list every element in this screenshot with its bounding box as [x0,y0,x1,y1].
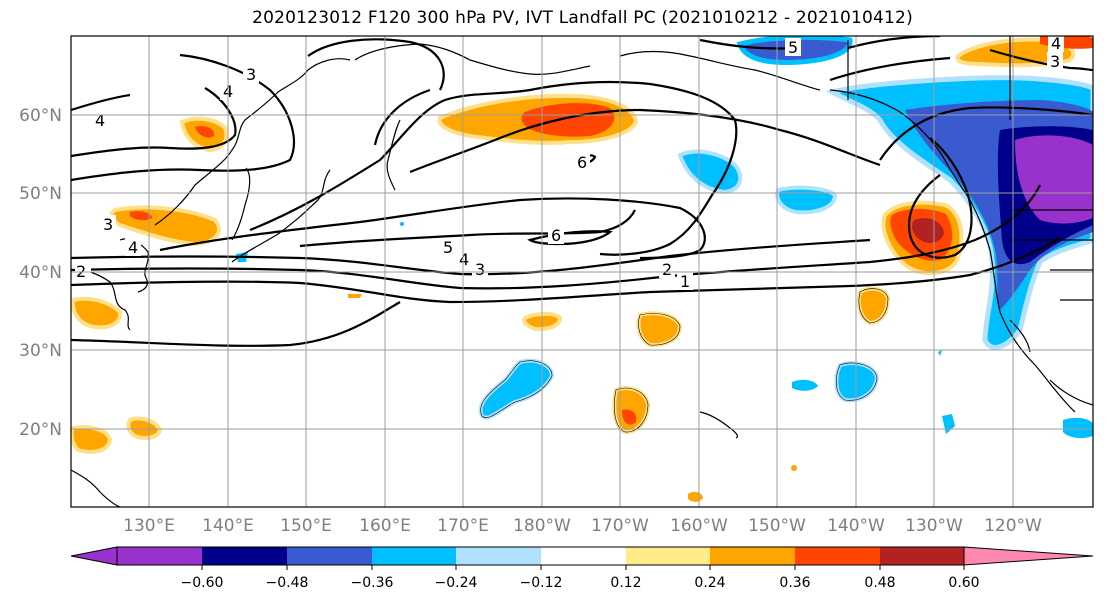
colorbar-swatch [710,547,795,565]
anomaly-outlines [480,288,889,433]
map-title: 2020123012 F120 300 hPa PV, IVT Landfall… [252,8,913,28]
contour-label: 6 [577,153,587,172]
contour-label: 4 [1051,34,1061,53]
colorbar-tick-label: −0.60 [181,575,224,591]
lon-label: 130°W [905,516,963,536]
gridlines [71,36,1093,507]
colorbar-tick-label: −0.36 [351,575,394,591]
lat-label: 50°N [19,184,62,204]
lon-label: 150°E [280,516,332,536]
lat-label: 40°N [19,263,62,283]
colorbar-swatch [626,547,710,565]
lon-label: 140°E [202,516,254,536]
colorbar-tick-label: −0.12 [520,575,563,591]
anomaly-fill-layer [71,36,1093,502]
contour-label: 3 [103,215,113,234]
contour-label: 4 [128,238,138,257]
contour-label: 3 [475,260,485,279]
colorbar-swatch [456,547,541,565]
contour-label-layer: 4 3 4 3 4 2 6 6 5 4 3 2 1 5 4 3 [75,34,1064,291]
lon-label: 170°W [591,516,649,536]
colorbar-swatch [117,547,202,565]
colorbar-tick-label: −0.24 [435,575,478,591]
coastlines [71,36,1093,507]
colorbar-tick-label: 0.24 [694,575,725,591]
lat-label: 30°N [19,341,62,361]
colorbar-swatch [287,547,372,565]
contour-label: 5 [788,38,798,57]
contour-label: 6 [551,226,561,245]
contour-label: 2 [662,260,672,279]
colorbar-extend-min [70,546,118,566]
colorbar-swatch [880,547,964,565]
lon-label: 140°W [827,516,885,536]
negative-anomaly-regions [236,36,1093,439]
lat-label: 60°N [19,106,62,126]
colorbar-swatch [795,547,880,565]
contour-label: 1 [680,272,690,291]
contour-label: 4 [459,250,469,269]
colorbar-extend-max [963,546,1094,566]
colorbar-swatch [202,547,287,565]
colorbar-tick-label: 0.60 [948,575,979,591]
contour-label: 5 [443,238,453,257]
lon-label: 130°E [123,516,175,536]
lon-label: 180°W [513,516,571,536]
contour-label: 3 [1050,52,1060,71]
lon-label: 160°E [359,516,411,536]
contour-label: 4 [95,111,105,130]
colorbar-tick-label: 0.12 [610,575,641,591]
map-frame [70,35,1094,508]
colorbar-swatch [372,547,456,565]
lon-label: 160°W [670,516,728,536]
positive-anomaly-regions [71,36,1093,502]
contour-label: 3 [246,65,256,84]
colorbar-swatch [541,547,626,565]
colorbar-tick-label: −0.48 [266,575,309,591]
lat-label: 20°N [19,420,62,440]
pv-contours [71,36,1093,347]
lon-label: 150°W [748,516,806,536]
lon-label: 120°W [984,516,1042,536]
longitude-labels: 130°E 140°E 150°E 160°E 170°E 180°W 170°… [123,516,1042,536]
colorbar-tick-label: 0.36 [779,575,810,591]
latitude-labels: 60°N 50°N 40°N 30°N 20°N [19,106,62,440]
lon-label: 170°E [437,516,489,536]
colorbar-tick-label: 0.48 [864,575,895,591]
colorbar: −0.60 −0.48 −0.36 −0.24 −0.12 0.12 0.24 … [70,546,1094,591]
